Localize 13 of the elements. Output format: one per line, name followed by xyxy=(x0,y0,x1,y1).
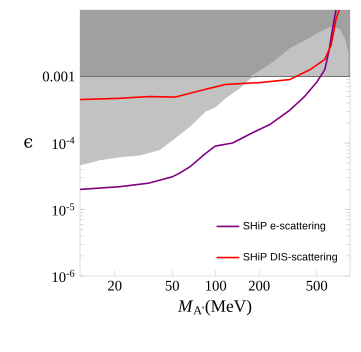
x-tick-label: 20 xyxy=(108,280,122,291)
y-axis-title: ϵ xyxy=(24,138,32,148)
legend-label: SHiP e-scattering xyxy=(243,222,326,232)
y-tick-label: 10$^{-5}$ xyxy=(52,203,74,216)
x-tick-label: 50 xyxy=(166,280,179,291)
y-tick-label: 10$^{-6}$ xyxy=(52,270,74,282)
x-axis-title: M$_{A'}$(MeV) xyxy=(178,300,252,316)
x-tick-label: 500 xyxy=(306,280,328,291)
x-tick-label: 100 xyxy=(206,280,226,291)
legend-label: SHiP DIS-scattering xyxy=(243,252,337,263)
y-tick-label: 10$^{-4}$ xyxy=(52,136,74,150)
x-tick-label: 200 xyxy=(248,280,270,291)
y-tick-label: 0.001 xyxy=(42,72,74,82)
